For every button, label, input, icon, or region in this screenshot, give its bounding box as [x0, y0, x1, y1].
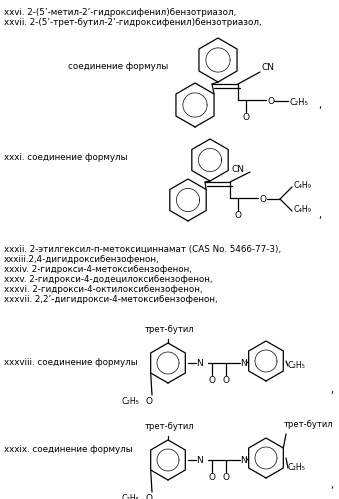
Text: N: N [240, 456, 247, 465]
Text: xxxiv. 2-гидрокси-4-метоксибензофенон,: xxxiv. 2-гидрокси-4-метоксибензофенон, [4, 265, 192, 274]
Text: трет-бутил: трет-бутил [145, 325, 195, 334]
Text: O: O [242, 113, 250, 122]
Text: O: O [208, 376, 216, 385]
Text: C₂H₅: C₂H₅ [121, 494, 139, 499]
Text: xxxvii. 2,2’-дигидрокси-4-метоксибензофенон,: xxxvii. 2,2’-дигидрокси-4-метоксибензофе… [4, 295, 218, 304]
Text: xxxi. соединение формулы: xxxi. соединение формулы [4, 153, 127, 162]
Text: C₂H₅: C₂H₅ [288, 361, 306, 370]
Text: C₂H₅: C₂H₅ [121, 397, 139, 406]
Text: CN: CN [232, 166, 245, 175]
Text: C₄H₉: C₄H₉ [294, 181, 312, 190]
Text: N: N [196, 456, 203, 465]
Text: xxxvi. 2-гидрокси-4-октилоксибензофенон,: xxxvi. 2-гидрокси-4-октилоксибензофенон, [4, 285, 202, 294]
Text: O: O [222, 376, 230, 385]
Text: O: O [145, 494, 153, 499]
Text: CN: CN [262, 62, 275, 71]
Text: C₄H₉: C₄H₉ [294, 205, 312, 214]
Text: O: O [145, 397, 153, 406]
Text: O: O [259, 195, 266, 204]
Text: C₂H₅: C₂H₅ [289, 98, 308, 107]
Text: ,: , [318, 100, 321, 110]
Text: трет-бутил: трет-бутил [284, 420, 334, 429]
Text: xxxv. 2-гидрокси-4-додецилоксибензофенон,: xxxv. 2-гидрокси-4-додецилоксибензофенон… [4, 275, 213, 284]
Text: O: O [208, 473, 216, 482]
Text: N: N [196, 359, 203, 368]
Text: ,: , [330, 480, 333, 490]
Text: xxvii. 2-(5’-трет-бутил-2’-гидроксифенил)бензотриазол,: xxvii. 2-(5’-трет-бутил-2’-гидроксифенил… [4, 18, 262, 27]
Text: трет-бутил: трет-бутил [145, 422, 195, 431]
Text: N: N [240, 359, 247, 368]
Text: xxxviii. соединение формулы: xxxviii. соединение формулы [4, 358, 138, 367]
Text: xxxii. 2-этилгексил-п-метоксициннамат (CAS No. 5466-77-3),: xxxii. 2-этилгексил-п-метоксициннамат (C… [4, 245, 281, 254]
Text: xxxix. соединение формулы: xxxix. соединение формулы [4, 445, 133, 454]
Text: соединение формулы: соединение формулы [68, 62, 168, 71]
Text: O: O [235, 211, 241, 220]
Text: O: O [222, 473, 230, 482]
Text: ,: , [330, 385, 333, 395]
Text: xxxiii.2,4-дигидроксибензофенон,: xxxiii.2,4-дигидроксибензофенон, [4, 255, 160, 264]
Text: C₂H₅: C₂H₅ [288, 464, 306, 473]
Text: O: O [267, 97, 274, 106]
Text: xxvi. 2-(5’-метил-2’-гидроксифенил)бензотриазол,: xxvi. 2-(5’-метил-2’-гидроксифенил)бензо… [4, 8, 236, 17]
Text: ,: , [318, 210, 321, 220]
